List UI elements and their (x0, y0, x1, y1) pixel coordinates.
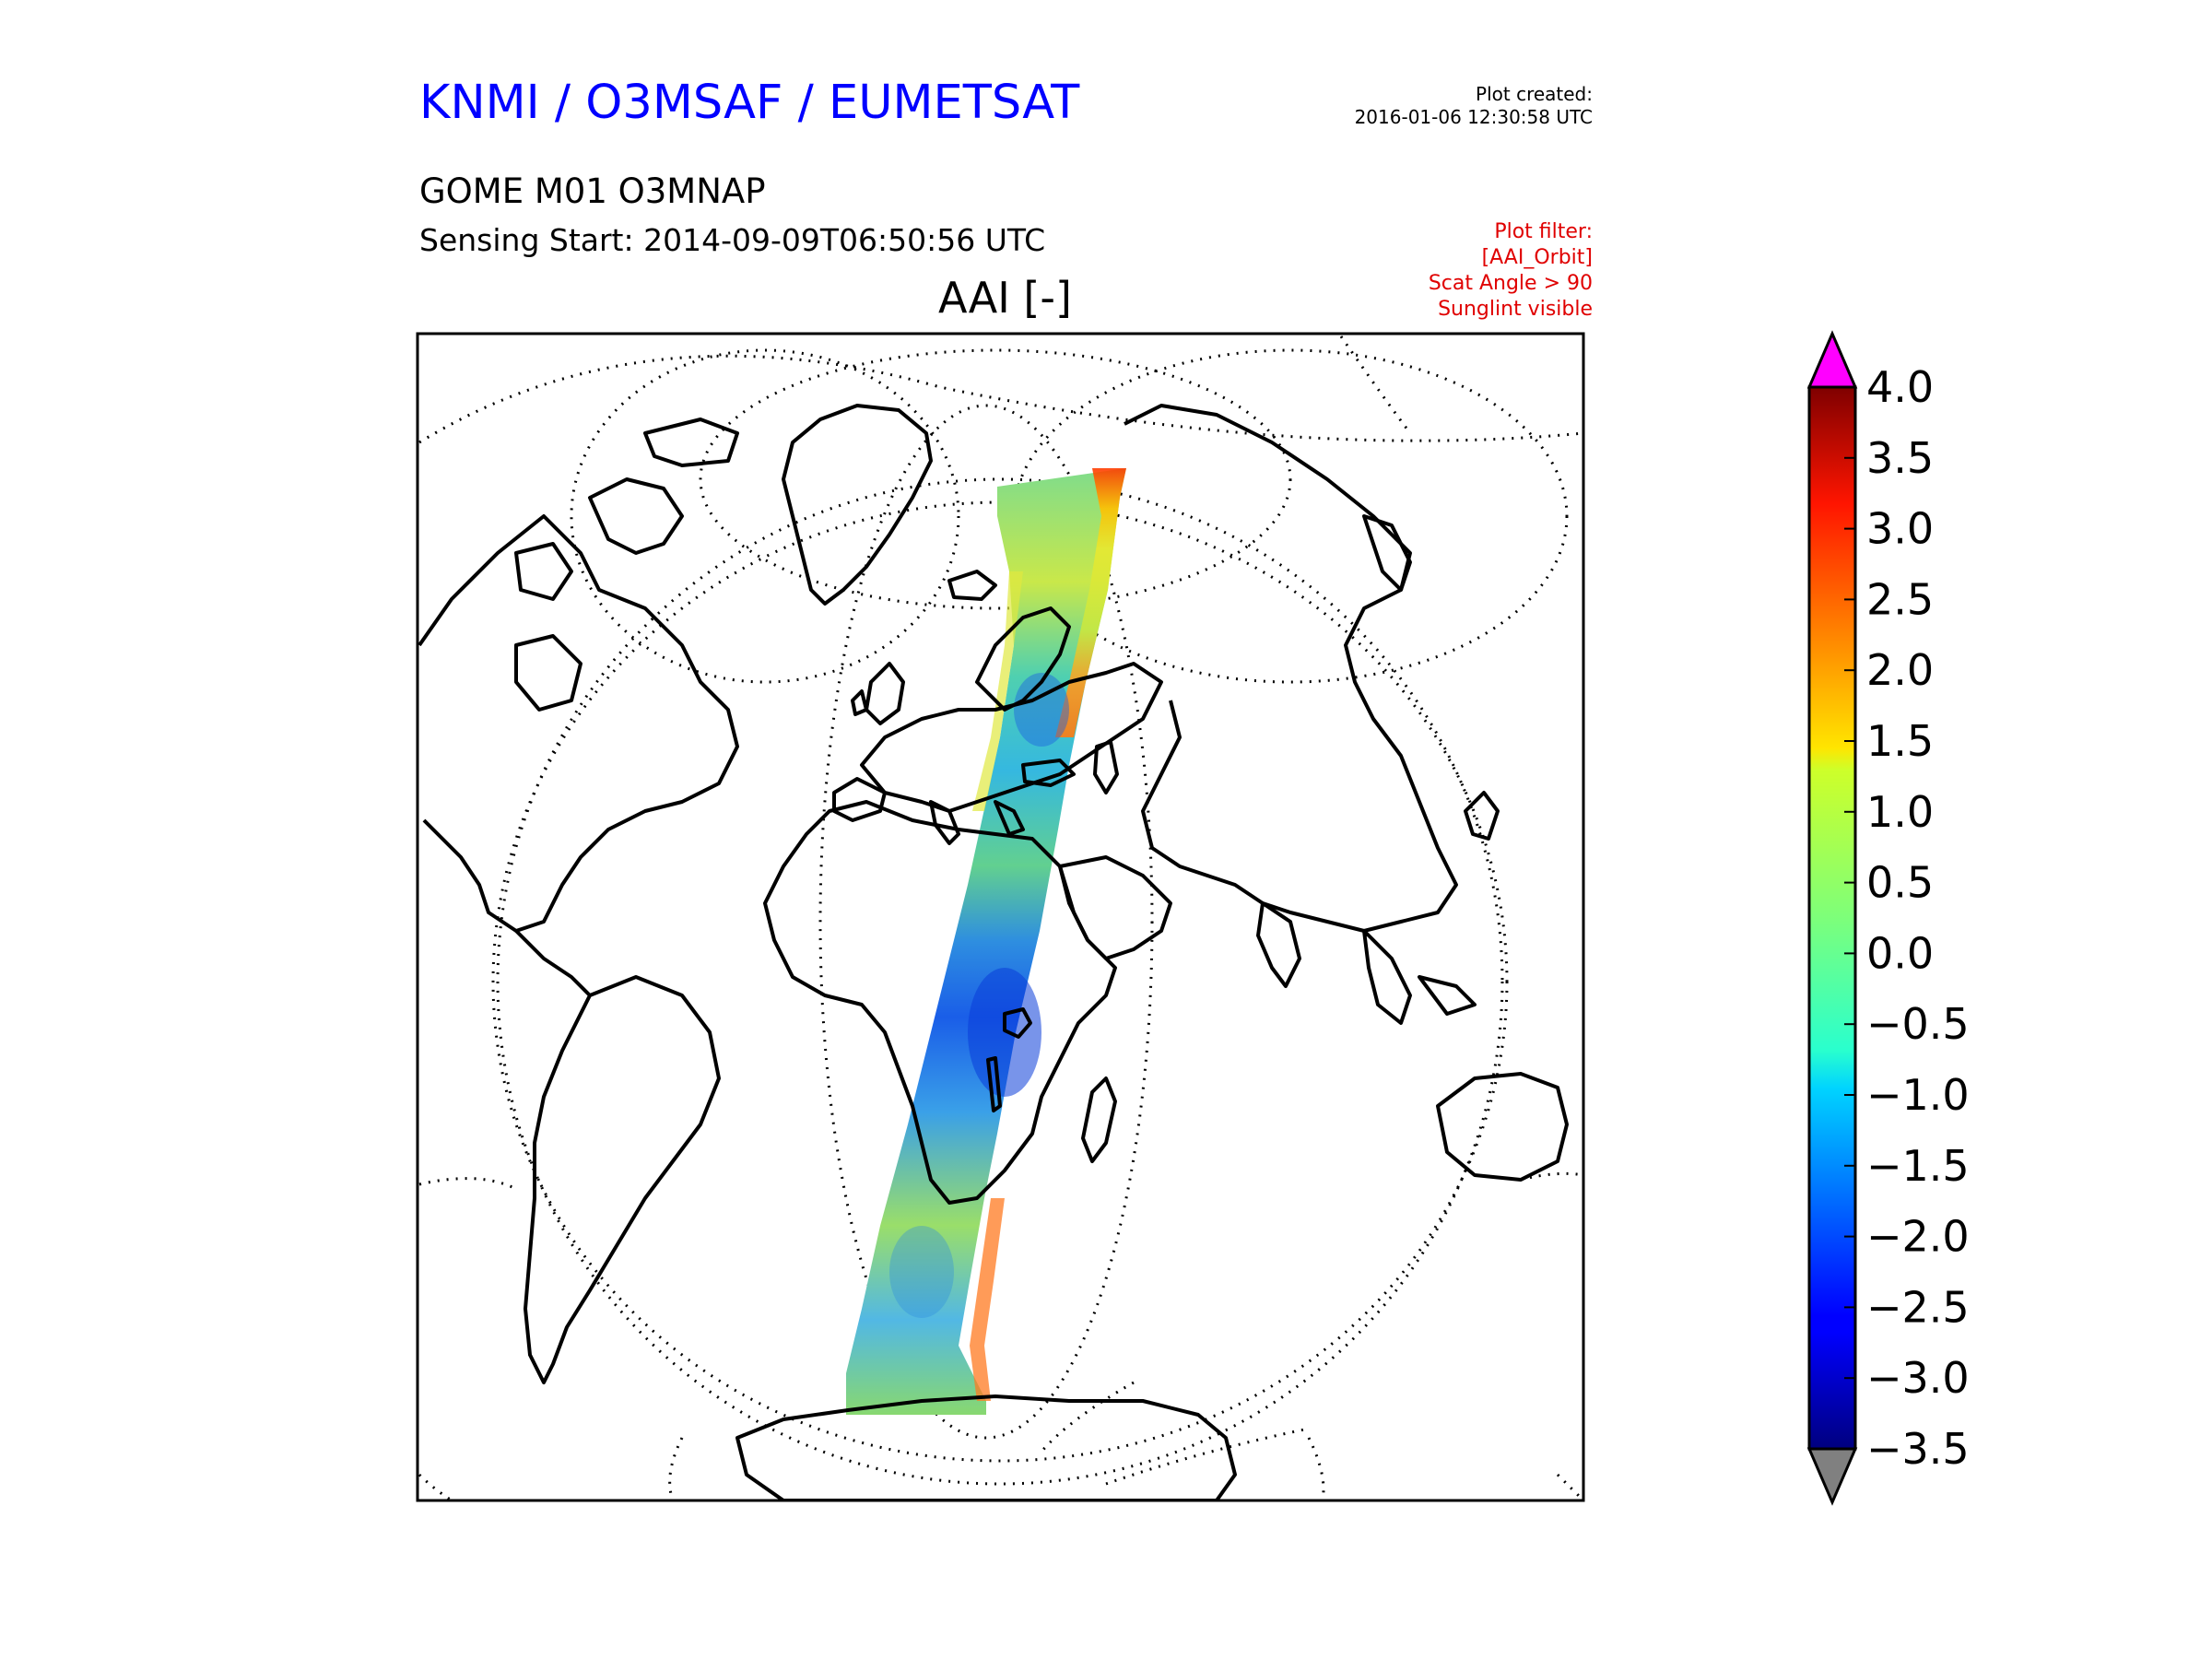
colorbar-tick-label: −3.5 (1866, 1424, 1970, 1474)
coastline-lake-tanganyika (986, 1056, 1002, 1112)
swath-band (846, 468, 1126, 1415)
plot-filter-info: Plot filter: [AAI_Orbit] Scat Angle > 90… (1429, 219, 1593, 323)
swath-low-region (889, 1226, 954, 1318)
swath-edge-south (970, 1198, 1005, 1401)
coastline-black-sea (1021, 759, 1076, 787)
coastline-north-america (418, 514, 739, 933)
colorbar-tick-label: 4.0 (1866, 362, 1934, 412)
plot-variable-title: AAI [-] (938, 273, 1072, 323)
coastline-caspian-sea (1093, 740, 1119, 794)
colorbar-tick-label: −2.0 (1866, 1212, 1970, 1262)
graticule-arc (1040, 1381, 1135, 1453)
satellite-swath (846, 468, 1126, 1415)
graticule-arc (1339, 335, 1412, 434)
colorbar-tick-label: −3.0 (1866, 1353, 1970, 1403)
graticule-arc (418, 1473, 453, 1500)
graticule-meridian (570, 348, 960, 684)
swath-low-region (1014, 673, 1069, 747)
colorbar-tick-label: 3.0 (1866, 504, 1934, 554)
graticule-meridian (1012, 348, 1569, 684)
colorbar-tick-label: 3.5 (1866, 433, 1934, 483)
colorbar-tick-label: 2.0 (1866, 645, 1934, 695)
coastline-arabia (1058, 855, 1172, 960)
coastline-madagascar (1081, 1077, 1117, 1163)
coastline-india (1256, 901, 1301, 988)
coastline-africa (763, 800, 1117, 1205)
colorbar-tick-label: 1.5 (1866, 716, 1934, 766)
plot-filter-line: Scat Angle > 90 (1428, 272, 1593, 295)
sensing-start-label: Sensing Start: 2014-09-09T06:50:56 UTC (419, 222, 1046, 258)
colorbar-tick-label: −1.0 (1866, 1070, 1970, 1120)
product-title: GOME M01 O3MNAP (419, 171, 766, 211)
graticule-meridian (818, 404, 1154, 1440)
org-title: KNMI / O3MSAF / EUMETSAT (419, 76, 1080, 130)
colorbar-over-arrow (1806, 330, 1858, 389)
plot-filter-line: Sunglint visible (1438, 298, 1593, 321)
map-frame (416, 332, 1585, 1502)
coastline-antarctica (735, 1394, 1237, 1500)
colorbar-under-arrow (1806, 1447, 1858, 1506)
coastline-iceland (947, 570, 997, 601)
coastline-arctic-islands (514, 418, 739, 601)
plot-created-info: Plot created: 2016-01-06 12:30:58 UTC (1355, 83, 1593, 129)
colorbar-tick-label: −0.5 (1866, 999, 1970, 1049)
colorbar-tick-label: 2.5 (1866, 574, 1934, 624)
swath-edge-east (1055, 468, 1126, 737)
coastline-asia (1124, 404, 1458, 933)
coastlines (418, 404, 1569, 1500)
coastline-central-america (514, 929, 592, 997)
coastline-british-isles (851, 662, 905, 725)
plot-filter-line: [AAI_Orbit] (1481, 246, 1593, 269)
plot-created-value: 2016-01-06 12:30:58 UTC (1354, 106, 1593, 128)
coastline-south-america (524, 975, 721, 1384)
coastline-hudson-bay (514, 634, 582, 712)
coastline-southeast-asia (1362, 929, 1477, 1025)
graticule-circle (496, 477, 1504, 1486)
plot-created-label: Plot created: (1476, 83, 1593, 105)
colorbar-tick-label: 0.0 (1866, 928, 1934, 978)
colorbar-tick-label: −1.5 (1866, 1141, 1970, 1191)
colorbar-tick-label: −2.5 (1866, 1282, 1970, 1332)
coastline-europe (860, 662, 1163, 813)
coastline-greenland (782, 404, 933, 606)
coastline-australia (1436, 1072, 1569, 1182)
colorbar-tick-label: 1.0 (1866, 787, 1934, 837)
coastline-japan (1464, 791, 1500, 841)
coastline-lake-victoria (1003, 1007, 1032, 1039)
plot-filter-line: Plot filter: (1494, 220, 1593, 243)
map-content (418, 335, 1583, 1500)
colorbar-tick-label: 0.5 (1866, 858, 1934, 908)
graticule-parallel (699, 348, 1292, 610)
colorbar-ticks: 4.0 3.5 3.0 2.5 2.0 1.5 1.0 0.5 0.0 −0.5 −1.0 −1.5 −… (1844, 362, 1970, 1474)
colorbar-body (1807, 385, 1857, 1451)
coastline-kamchatka (1362, 514, 1412, 592)
